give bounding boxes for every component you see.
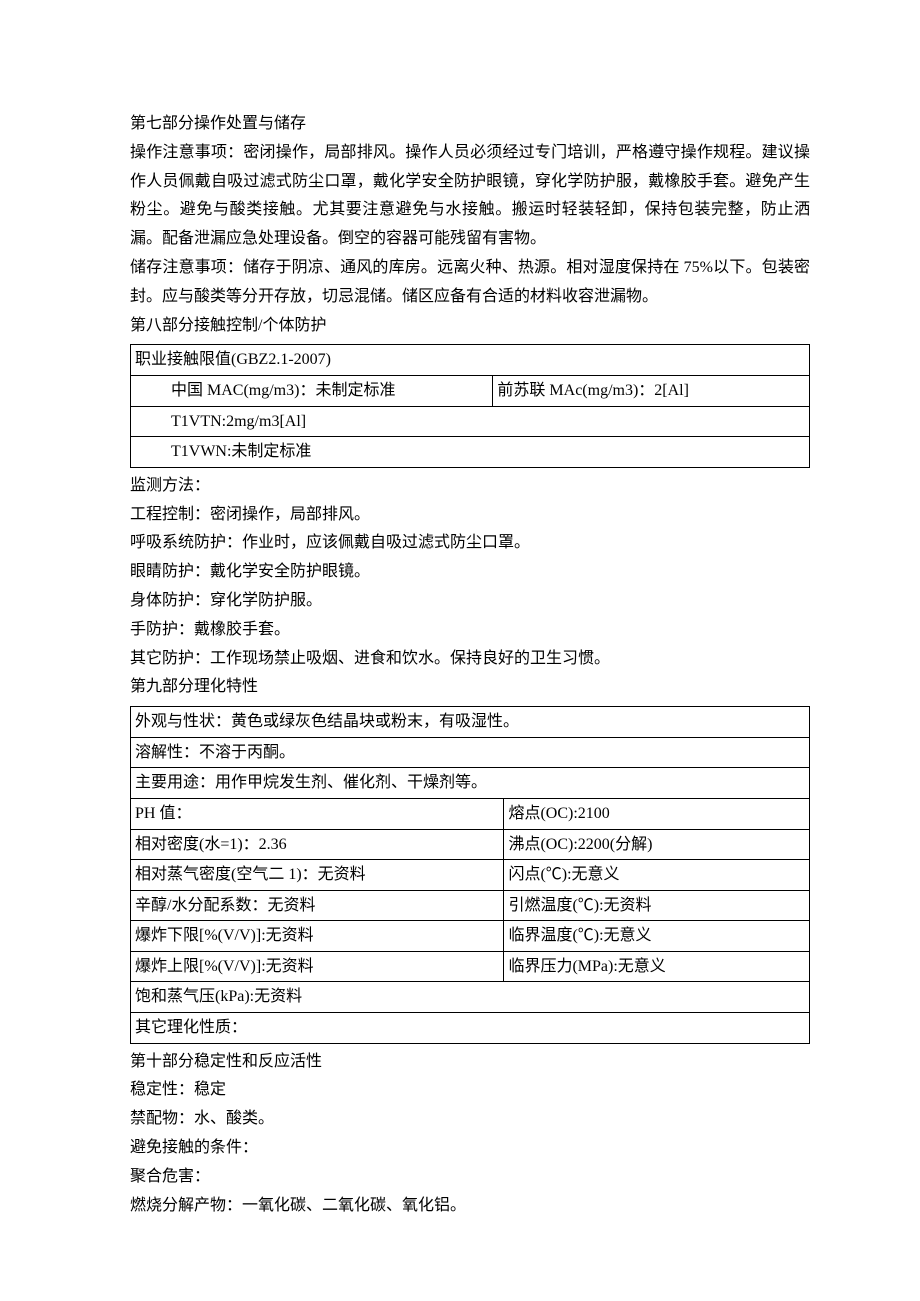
table1-r2c1: 中国 MAC(mg/m3)：未制定标准 (167, 375, 493, 406)
t2-r4a: PH 值： (131, 798, 504, 829)
table1-r3: T1VTN:2mg/m3[Al] (167, 406, 810, 437)
t2-r6b: 闪点(℃):无意义 (504, 860, 810, 891)
t2-r6a: 相对蒸气密度(空气二 1)：无资料 (131, 860, 504, 891)
section10-p3: 避免接触的条件： (130, 1134, 810, 1163)
section8-p7: 其它防护：工作现场禁止吸烟、进食和饮水。保持良好的卫生习惯。 (130, 645, 810, 674)
t2-r4b: 熔点(OC):2100 (504, 798, 810, 829)
section8-p6: 手防护：戴橡胶手套。 (130, 616, 810, 645)
t2-r3: 主要用途：用作甲烷发生剂、催化剂、干燥剂等。 (131, 768, 810, 799)
t2-r2: 溶解性：不溶于丙酮。 (131, 737, 810, 768)
section8-p3: 呼吸系统防护：作业时，应该佩戴自吸过滤式防尘口罩。 (130, 529, 810, 558)
t2-r8b: 临界温度(℃):无意义 (504, 921, 810, 952)
section9-heading: 第九部分理化特性 (130, 673, 810, 702)
section8-p4: 眼睛防护：戴化学安全防护眼镜。 (130, 558, 810, 587)
section8-heading: 第八部分接触控制/个体防护 (130, 312, 810, 341)
section8-p1: 监测方法： (130, 472, 810, 501)
section10-p2: 禁配物：水、酸类。 (130, 1105, 810, 1134)
document-page: 第七部分操作处置与储存 操作注意事项：密闭操作，局部排风。操作人员必须经过专门培… (0, 0, 920, 1280)
t2-r7a: 辛醇/水分配系数：无资料 (131, 890, 504, 921)
t2-r1: 外观与性状：黄色或绿灰色结晶块或粉末，有吸湿性。 (131, 707, 810, 738)
t2-r10: 饱和蒸气压(kPa):无资料 (131, 982, 810, 1013)
table1-r1: 职业接触限值(GBZ2.1-2007) (131, 345, 810, 376)
section7-heading: 第七部分操作处置与储存 (130, 110, 810, 139)
section10-p1: 稳定性：稳定 (130, 1076, 810, 1105)
table1-spacer (131, 375, 168, 406)
section10-p4: 聚合危害： (130, 1163, 810, 1192)
table1-spacer3 (131, 437, 168, 468)
section10-p5: 燃烧分解产物：一氧化碳、二氧化碳、氧化铝。 (130, 1192, 810, 1221)
table1-spacer2 (131, 406, 168, 437)
table1-r4: T1VWN:未制定标准 (167, 437, 810, 468)
section10-heading: 第十部分稳定性和反应活性 (130, 1048, 810, 1077)
section7-p1: 操作注意事项：密闭操作，局部排风。操作人员必须经过专门培训，严格遵守操作规程。建… (130, 139, 810, 254)
t2-r11: 其它理化性质： (131, 1013, 810, 1044)
t2-r9a: 爆炸上限[%(V/V)]:无资料 (131, 951, 504, 982)
section8-p5: 身体防护：穿化学防护服。 (130, 587, 810, 616)
section8-p2: 工程控制：密闭操作，局部排风。 (130, 501, 810, 530)
t2-r8a: 爆炸下限[%(V/V)]:无资料 (131, 921, 504, 952)
t2-r7b: 引燃温度(℃):无资料 (504, 890, 810, 921)
t2-r9b: 临界压力(MPa):无意义 (504, 951, 810, 982)
exposure-limits-table: 职业接触限值(GBZ2.1-2007) 中国 MAC(mg/m3)：未制定标准 … (130, 344, 810, 467)
table1-r2c2: 前苏联 MAc(mg/m3)：2[Al] (493, 375, 810, 406)
physical-properties-table: 外观与性状：黄色或绿灰色结晶块或粉末，有吸湿性。 溶解性：不溶于丙酮。 主要用途… (130, 706, 810, 1044)
t2-r5b: 沸点(OC):2200(分解) (504, 829, 810, 860)
section7-p2: 储存注意事项：储存于阴凉、通风的库房。远离火种、热源。相对湿度保持在 75%以下… (130, 254, 810, 312)
t2-r5a: 相对密度(水=1)：2.36 (131, 829, 504, 860)
